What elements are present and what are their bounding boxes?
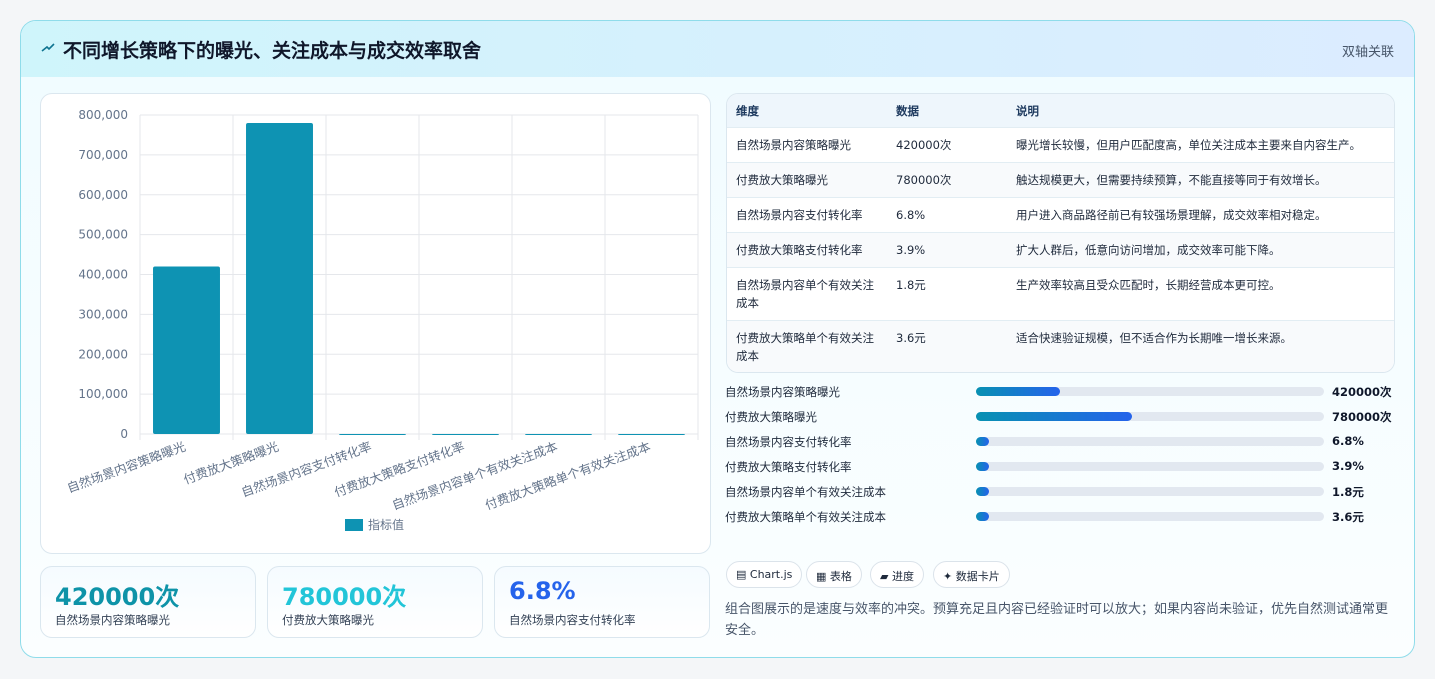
- y-tick-label: 100,000: [78, 387, 128, 401]
- table-cell: 触达规模更大，但需要持续预算，不能直接等同于有效增长。: [1016, 173, 1327, 187]
- stat-label: 自然场景内容支付转化率: [509, 613, 636, 627]
- tag[interactable]: ▤ Chart.js: [726, 561, 803, 588]
- table-cell: 6.8%: [896, 208, 926, 222]
- progress-fill: [976, 512, 989, 521]
- y-tick-label: 300,000: [78, 307, 128, 321]
- progress-label: 自然场景内容支付转化率: [725, 435, 852, 449]
- table-cell: 1.8元: [896, 278, 926, 292]
- stat-card: 780000次付费放大策略曝光: [267, 566, 483, 638]
- stat-value: 780000次: [282, 583, 407, 611]
- x-tick-label: 自然场景内容单个有效关注成本: [390, 439, 560, 513]
- table-row: 自然场景内容支付转化率 6.8% 用户进入商品路径前已有较强场景理解，成交效率相对稳…: [727, 197, 1394, 232]
- header: 不同增长策略下的曝光、关注成本与成交效率取舍 双轴关联: [21, 21, 1414, 77]
- progress-label: 付费放大策略单个有效关注成本: [725, 510, 886, 524]
- progress-track: [976, 412, 1324, 421]
- stat-value: 6.8%: [509, 577, 576, 605]
- table-cell: 自然场景内容策略曝光: [736, 138, 851, 152]
- table-cell: 自然场景内容支付转化率: [736, 208, 863, 222]
- title: 不同增长策略下的曝光、关注成本与成交效率取舍: [63, 40, 482, 62]
- table-cell: 3.9%: [896, 243, 926, 257]
- table-cell: 780000次: [896, 173, 952, 187]
- bar: [153, 266, 220, 434]
- stat-label: 付费放大策略曝光: [282, 613, 374, 627]
- y-tick-label: 400,000: [78, 268, 128, 282]
- badge: 双轴关联: [1341, 45, 1394, 60]
- table-row: 自然场景内容策略曝光 420000次 曝光增长较慢，但用户匹配度高，单位关注成本主要…: [727, 127, 1394, 162]
- x-tick-label: 自然场景内容策略曝光: [65, 439, 188, 496]
- table: 维度 数据 说明自然场景内容策略曝光 420000次 曝光增长较慢，但用户匹配度高，单位…: [726, 93, 1395, 373]
- progress-track: [976, 487, 1324, 496]
- progress-label: 付费放大策略曝光: [725, 410, 817, 424]
- table-cell: 扩大人群后，低意向访问增加，成交效率可能下降。: [1016, 243, 1281, 257]
- bar: [246, 122, 313, 434]
- progress-label: 自然场景内容单个有效关注成本: [725, 485, 886, 499]
- progress-fill: [976, 487, 989, 496]
- progress-track: [976, 387, 1324, 396]
- header-icon: [41, 43, 55, 52]
- table-cell: 用户进入商品路径前已有较强场景理解，成交效率相对稳定。: [1016, 208, 1327, 222]
- progress-label: 付费放大策略支付转化率: [725, 460, 852, 474]
- progress-value: 3.6元: [1332, 510, 1364, 524]
- table-header: 维度 数据 说明: [727, 94, 1394, 127]
- progress-track: [976, 437, 1324, 446]
- stat-value: 420000次: [55, 583, 180, 611]
- table-cell: 付费放大策略曝光: [736, 173, 828, 187]
- table-row: 自然场景内容单个有效关注成本 1.8元 生产效率较高且受众匹配时，长期经营成本更可控…: [727, 267, 1394, 320]
- tag[interactable]: ▦ 表格: [806, 561, 862, 588]
- bar: [339, 433, 406, 435]
- progress-value: 420000次: [1332, 385, 1392, 399]
- bar: [432, 433, 499, 435]
- note: 组合图展示的是速度与效率的冲突。预算充足且内容已经验证时可以放大；如果内容尚未验…: [725, 602, 1389, 638]
- progress-fill: [976, 462, 989, 471]
- table-cell: 生产效率较高且受众匹配时，长期经营成本更可控。: [1016, 278, 1281, 292]
- stat-card: 6.8% 自然场景内容支付转化率: [494, 566, 710, 638]
- table-cell: 付费放大策略支付转化率: [736, 243, 863, 257]
- y-tick-label: 600,000: [78, 188, 128, 202]
- column-header: 维度: [736, 104, 759, 118]
- progress-fill: [976, 387, 1060, 396]
- stat-label: 自然场景内容策略曝光: [55, 613, 170, 627]
- progress-track: [976, 462, 1324, 471]
- bar: [618, 433, 685, 435]
- table-cell: 付费放大策略单个有效关注成本: [736, 331, 874, 363]
- tag[interactable]: ✦ 数据卡片: [933, 561, 1010, 588]
- table-row: 付费放大策略曝光 780000次 触达规模更大，但需要持续预算，不能直接等同于有效增…: [727, 162, 1394, 197]
- y-tick-label: 700,000: [78, 148, 128, 162]
- table-row: 付费放大策略支付转化率 3.9% 扩大人群后，低意向访问增加，成交效率可能下降。: [727, 232, 1394, 267]
- progress-label: 自然场景内容策略曝光: [725, 385, 840, 399]
- table-cell: 适合快速验证规模，但不适合作为长期唯一增长来源。: [1016, 331, 1292, 345]
- progress-value: 6.8%: [1332, 434, 1364, 448]
- progress-fill: [976, 412, 1132, 421]
- tag[interactable]: ▰ 进度: [870, 561, 924, 588]
- chart-panel: [40, 93, 711, 554]
- table-cell: 3.6元: [896, 331, 926, 345]
- y-tick-label: 500,000: [78, 228, 128, 242]
- progress-value: 3.9%: [1332, 459, 1364, 473]
- bar: [525, 433, 592, 435]
- table-cell: 420000次: [896, 138, 952, 152]
- y-tick-label: 200,000: [78, 347, 128, 361]
- progress-track: [976, 512, 1324, 521]
- x-tick-label: 付费放大策略单个有效关注成本: [483, 439, 653, 513]
- legend-label: 指标值: [368, 517, 404, 532]
- table-cell: 曝光增长较慢，但用户匹配度高，单位关注成本主要来自内容生产。: [1016, 138, 1361, 152]
- legend-swatch: [345, 519, 363, 531]
- column-header: 数据: [896, 104, 919, 118]
- y-tick-label: 0: [120, 427, 128, 441]
- table-cell: 自然场景内容单个有效关注成本: [736, 278, 874, 310]
- stat-card: 420000次自然场景内容策略曝光: [40, 566, 256, 638]
- y-tick-label: 800,000: [78, 108, 128, 122]
- progress-value: 780000次: [1332, 410, 1392, 424]
- table-row: 付费放大策略单个有效关注成本 3.6元 适合快速验证规模，但不适合作为长期唯一增长来…: [727, 320, 1394, 372]
- progress-value: 1.8元: [1332, 485, 1364, 499]
- column-header: 说明: [1016, 104, 1039, 118]
- progress-fill: [976, 437, 989, 446]
